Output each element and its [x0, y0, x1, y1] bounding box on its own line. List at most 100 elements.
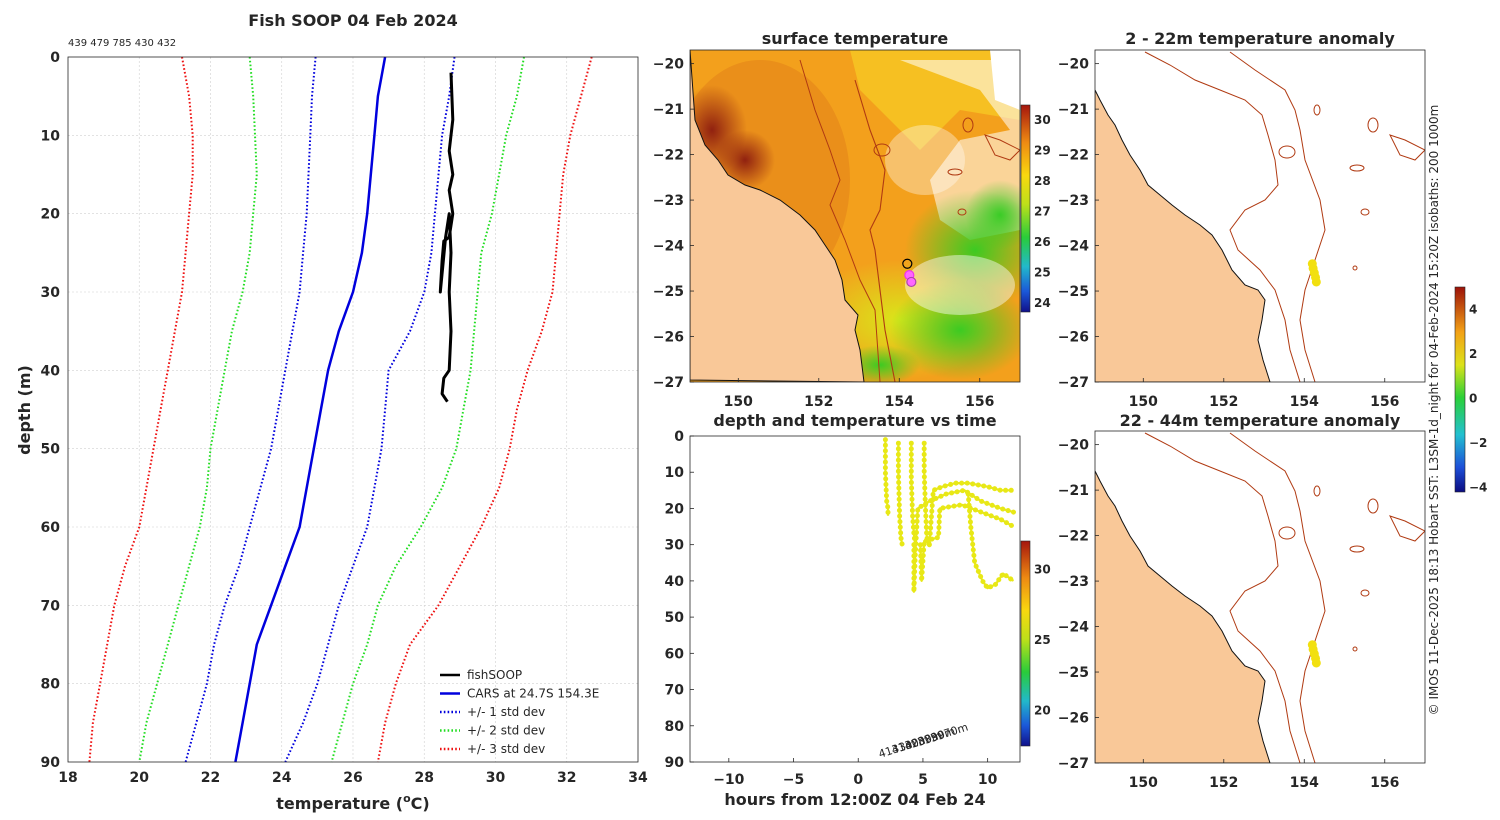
profile-line--3-std-dev	[376, 56, 593, 763]
sst-colorbar-label: 29	[1034, 144, 1051, 158]
profile-line--2-std-dev	[138, 56, 258, 763]
sst-colorbar	[1020, 104, 1031, 313]
map-ytick-label: −27	[1058, 375, 1089, 391]
anomaly-colorbar-label: 2	[1469, 347, 1477, 361]
dt-xtick-label: 5	[918, 772, 928, 788]
legend-label: fishSOOP	[467, 668, 522, 682]
map-ytick-label: −23	[1058, 574, 1089, 590]
map-ytick-label: −21	[653, 102, 684, 118]
profile-ytick-label: 10	[41, 128, 61, 144]
dt-ytick-label: 0	[674, 429, 684, 445]
profile-axes-frame	[67, 56, 639, 763]
profile-xtick-label: 28	[415, 770, 434, 786]
depth-time-colorbar	[1020, 540, 1031, 747]
dt-colorbar-label: 25	[1034, 633, 1051, 647]
profile-ytick-label: 50	[41, 442, 61, 458]
legend-label: +/- 1 std dev	[467, 705, 545, 719]
anomaly-shallow-ticks: 150 152 154 156 −20 −21 −22 −23 −24 −25 −26 −27	[1058, 57, 1400, 410]
profile-xtick-label: 30	[486, 770, 506, 786]
dt-xtick-label: −10	[713, 772, 744, 788]
legend-label: +/- 2 std dev	[467, 724, 545, 738]
dt-track-line	[967, 493, 1015, 590]
anomaly-deep-ticks: 150 152 154 156 −20 −21 −22 −23 −24 −25 −26 −27	[1058, 438, 1400, 791]
map-ytick-label: −24	[1058, 620, 1089, 636]
profile-xlabel: temperature (oC)	[276, 792, 429, 813]
profile-line--1-std-dev	[184, 56, 317, 763]
anomaly-deep-points	[1307, 640, 1321, 668]
profile-line-fishsoop	[438, 72, 455, 403]
legend-label: CARS at 24.7S 154.3E	[467, 687, 599, 701]
dt-ytick-label: 30	[665, 538, 685, 554]
depth-time-axes-frame	[689, 435, 1021, 763]
profile-ytick-label: 70	[41, 598, 61, 614]
credit-text: © IMOS 11-Dec-2025 18:13 Hobart SST: L3S…	[1427, 105, 1441, 716]
cruise-marker	[906, 276, 917, 288]
legend-label: +/- 3 std dev	[467, 742, 545, 756]
sst-colorbar-label: 26	[1034, 235, 1051, 249]
map-ytick-label: −22	[653, 148, 684, 164]
profile-xtick-label: 32	[557, 770, 576, 786]
profile-line--3-std-dev	[88, 56, 194, 763]
profile-subtitle: 439 479 785 430 432	[68, 38, 176, 49]
profile-line--2-std-dev	[330, 56, 525, 763]
map-ytick-label: −25	[1058, 665, 1089, 681]
sst-colorbar-label: 27	[1034, 205, 1051, 219]
anomaly-colorbar-label: 4	[1469, 302, 1477, 316]
dt-xtick-label: 0	[853, 772, 863, 788]
map-xtick-label: 154	[1290, 775, 1319, 791]
map-xtick-label: 156	[965, 394, 994, 410]
anomaly-deep-field	[1095, 431, 1425, 763]
map-ytick-label: −21	[1058, 483, 1089, 499]
depth-time-xlabel: hours from 12:00Z 04 Feb 24	[724, 790, 985, 809]
dt-ytick-label: 10	[665, 465, 685, 481]
anomaly-shallow-axes-frame	[1094, 49, 1426, 383]
map-ytick-label: −25	[653, 284, 684, 300]
profile-ytick-label: 60	[41, 520, 61, 536]
depth-time-colorbar-ticks: 20 25 30	[1034, 562, 1051, 717]
dt-ytick-label: 20	[665, 501, 685, 517]
map-xtick-label: 156	[1370, 775, 1399, 791]
anomaly-colorbar-ticks: 4 2 0 −2 −4	[1469, 302, 1487, 494]
anomaly-deep-title: 22 - 44m temperature anomaly	[1120, 411, 1401, 430]
profile-title: Fish SOOP 04 Feb 2024	[248, 11, 457, 30]
profile-xtick-label: 34	[628, 770, 648, 786]
dt-ytick-label: 60	[665, 646, 685, 662]
map-ytick-label: −24	[1058, 239, 1089, 255]
anomaly-map-2-22m: 2 - 22m temperature anomaly 150 152 154 156…	[1058, 29, 1426, 410]
map-ytick-label: −26	[653, 330, 684, 346]
map-ytick-label: −27	[653, 375, 684, 391]
dt-colorbar-label: 30	[1034, 562, 1051, 576]
map-ytick-label: −20	[1058, 438, 1089, 454]
profile-ytick-label: 80	[41, 677, 61, 693]
map-xtick-label: 152	[804, 394, 833, 410]
dt-track-line	[912, 489, 1014, 593]
map-xtick-label: 152	[1209, 775, 1238, 791]
sst-ticks: 150 152 154 156 −20 −21 −22 −23 −24 −25 −26 −27	[653, 57, 995, 410]
dt-depth-annotation: 3970m	[929, 721, 970, 745]
anomaly-deep-axes-frame	[1094, 430, 1426, 764]
map-ytick-label: −22	[1058, 529, 1089, 545]
surface-temperature-map: surface temperature 15	[653, 29, 1051, 410]
map-xtick-label: 150	[1129, 394, 1158, 410]
profile-ticks: 18 20 22 24 26 28 30 32 34 0 10 20 30 40 50 60 70 80 90	[41, 50, 648, 786]
profile-ytick-label: 30	[41, 285, 61, 301]
profile-xtick-label: 18	[58, 770, 77, 786]
anomaly-colorbar	[1454, 286, 1466, 493]
profile-ytick-label: 90	[41, 755, 61, 771]
sst-colorbar-ticks: 24 25 26 27 28 29 30	[1034, 113, 1051, 310]
profile-ytick-label: 40	[41, 363, 61, 379]
map-ytick-label: −20	[1058, 57, 1089, 73]
map-ytick-label: −26	[1058, 330, 1089, 346]
profile-line-cars-at-24-7s-154-3e	[234, 56, 387, 763]
temperature-depth-profile: Fish SOOP 04 Feb 2024 439 479 785 430 43…	[15, 11, 648, 813]
cruise-marker	[902, 258, 913, 269]
depth-time-title: depth and temperature vs time	[713, 411, 996, 430]
anomaly-map-22-44m: 22 - 44m temperature anomaly 150 152 154 15…	[1058, 411, 1426, 791]
sst-cruise-markers	[902, 258, 917, 288]
sst-title: surface temperature	[762, 29, 949, 48]
dt-colorbar-label: 20	[1034, 704, 1051, 718]
anomaly-colorbar-label: −2	[1469, 436, 1487, 450]
profile-ytick-label: 20	[41, 207, 61, 223]
dt-track-line	[919, 503, 1015, 582]
